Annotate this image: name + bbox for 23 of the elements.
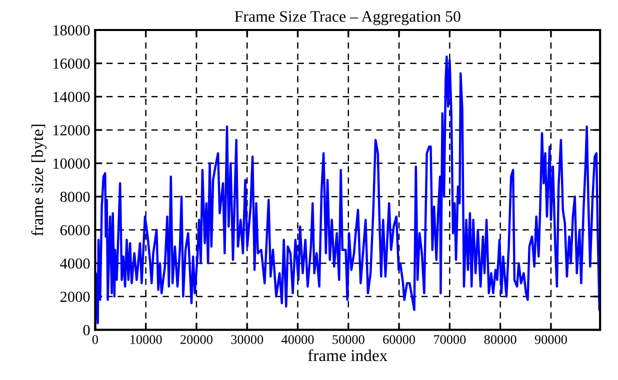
x-tick-label: 40000 — [282, 335, 314, 344]
x-tick-label: 80000 — [484, 335, 516, 344]
y-tick-label: 10000 — [53, 158, 90, 169]
y-axis-title: frame size [byte] — [31, 124, 47, 236]
y-tick-label: 4000 — [60, 258, 90, 269]
x-tick-label: 30000 — [231, 335, 264, 344]
x-tick-label: 10000 — [130, 335, 162, 344]
y-tick-label: 2000 — [60, 292, 90, 302]
y-tick-label: 14000 — [53, 92, 90, 102]
y-tick-label: 0 — [83, 324, 90, 336]
y-tick-label: 12000 — [53, 125, 90, 136]
x-axis-title: frame index — [308, 349, 388, 362]
y-tick-label: 18000 — [53, 25, 90, 36]
x-tick-label: 70000 — [434, 335, 466, 344]
x-tick-label: 20000 — [180, 335, 212, 344]
x-tick-label: 90000 — [534, 335, 567, 344]
x-tick-label: 60000 — [383, 335, 416, 344]
x-tick-label: 50000 — [332, 335, 364, 344]
chart-title: Frame Size Trace – Aggregation 50 — [234, 11, 460, 26]
x-tick-label: 0 — [92, 335, 98, 344]
y-tick-label: 8000 — [60, 192, 90, 202]
y-tick-label: 6000 — [60, 225, 90, 236]
y-tick-label: 16000 — [53, 58, 90, 69]
